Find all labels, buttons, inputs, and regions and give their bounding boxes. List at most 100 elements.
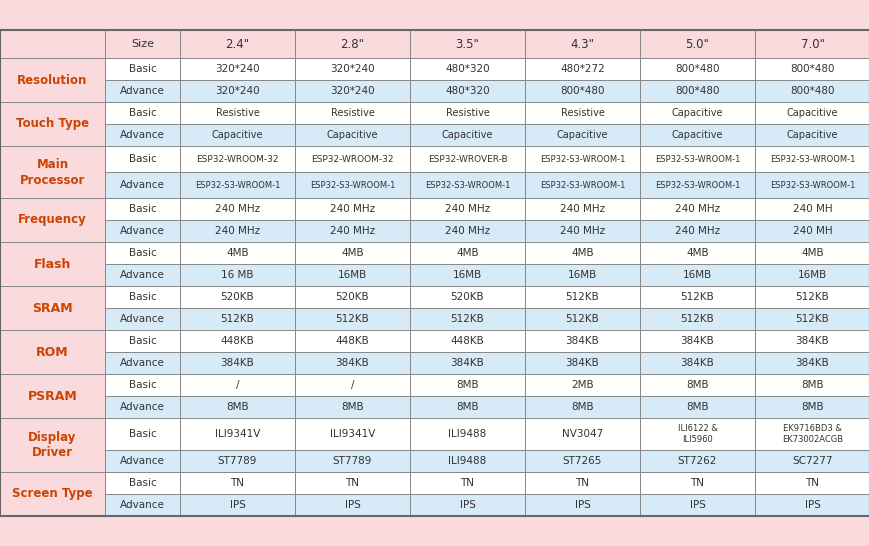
Text: Frequency: Frequency <box>18 213 87 227</box>
Text: Basic: Basic <box>129 429 156 439</box>
Bar <box>180 374 295 396</box>
Text: 16MB: 16MB <box>453 270 481 280</box>
Text: Advance: Advance <box>120 270 165 280</box>
Bar <box>524 102 640 124</box>
Bar <box>409 286 524 308</box>
Text: ILI9488: ILI9488 <box>448 429 486 439</box>
Text: 800*480: 800*480 <box>789 64 833 74</box>
Bar <box>409 330 524 352</box>
Bar <box>180 308 295 330</box>
Text: 384KB: 384KB <box>680 336 713 346</box>
Bar <box>295 102 409 124</box>
Bar <box>754 352 869 374</box>
Text: 2.4": 2.4" <box>225 38 249 50</box>
Bar <box>409 494 524 516</box>
Bar <box>180 30 295 58</box>
Bar <box>524 308 640 330</box>
Bar <box>180 172 295 198</box>
Bar <box>754 472 869 494</box>
Bar <box>524 396 640 418</box>
Text: 512KB: 512KB <box>680 292 713 302</box>
Text: 240 MHz: 240 MHz <box>329 204 375 214</box>
Text: Resistive: Resistive <box>560 108 604 118</box>
Text: 512KB: 512KB <box>680 314 713 324</box>
Bar <box>409 308 524 330</box>
Text: ROM: ROM <box>36 346 69 359</box>
Text: 800*480: 800*480 <box>789 86 833 96</box>
Bar <box>524 330 640 352</box>
Text: Resistive: Resistive <box>216 108 259 118</box>
Text: Capacitive: Capacitive <box>786 130 838 140</box>
Text: 4MB: 4MB <box>341 248 363 258</box>
Text: 5.0": 5.0" <box>685 38 708 50</box>
Text: 480*320: 480*320 <box>445 64 489 74</box>
Text: EK9716BD3 &
EK73002ACGB: EK9716BD3 & EK73002ACGB <box>781 424 842 444</box>
Text: ESP32-S3-WROOM-1: ESP32-S3-WROOM-1 <box>539 155 625 163</box>
Text: ST7789: ST7789 <box>333 456 372 466</box>
Bar <box>105 242 180 264</box>
Text: ESP32-S3-WROOM-1: ESP32-S3-WROOM-1 <box>769 181 854 189</box>
Bar <box>524 58 640 80</box>
Text: ESP32-S3-WROOM-1: ESP32-S3-WROOM-1 <box>769 155 854 163</box>
Text: /: / <box>235 380 239 390</box>
Text: ILI6122 &
ILI5960: ILI6122 & ILI5960 <box>677 424 717 444</box>
Bar <box>640 146 754 172</box>
Text: Touch Type: Touch Type <box>16 117 89 130</box>
Bar <box>640 308 754 330</box>
Bar <box>295 80 409 102</box>
Bar <box>105 146 180 172</box>
Text: 4MB: 4MB <box>686 248 708 258</box>
Bar <box>754 418 869 450</box>
Text: Capacitive: Capacitive <box>556 130 607 140</box>
Bar <box>180 102 295 124</box>
Bar <box>524 494 640 516</box>
Bar <box>105 102 180 124</box>
Bar <box>105 30 180 58</box>
Bar <box>640 220 754 242</box>
Text: IPS: IPS <box>229 500 245 510</box>
Text: 240 MHz: 240 MHz <box>674 226 720 236</box>
Bar <box>524 264 640 286</box>
Bar <box>754 102 869 124</box>
Text: Advance: Advance <box>120 226 165 236</box>
Bar <box>105 220 180 242</box>
Text: Resistive: Resistive <box>445 108 489 118</box>
Bar <box>295 172 409 198</box>
Bar <box>0 146 105 198</box>
Text: 800*480: 800*480 <box>674 86 719 96</box>
Text: 384KB: 384KB <box>450 358 484 368</box>
Text: 240 MHz: 240 MHz <box>329 226 375 236</box>
Bar <box>295 418 409 450</box>
Bar <box>640 374 754 396</box>
Bar <box>409 472 524 494</box>
Text: Advance: Advance <box>120 130 165 140</box>
Text: Basic: Basic <box>129 204 156 214</box>
Bar <box>640 418 754 450</box>
Text: 240 MHz: 240 MHz <box>560 204 604 214</box>
Text: 7.0": 7.0" <box>799 38 824 50</box>
Bar <box>105 172 180 198</box>
Text: IPS: IPS <box>689 500 705 510</box>
Text: TN: TN <box>230 478 244 488</box>
Bar <box>0 30 869 516</box>
Text: ILI9341V: ILI9341V <box>215 429 260 439</box>
Bar <box>295 396 409 418</box>
Bar <box>409 374 524 396</box>
Bar <box>524 418 640 450</box>
Text: ESP32-S3-WROOM-1: ESP32-S3-WROOM-1 <box>424 181 509 189</box>
Bar <box>409 124 524 146</box>
Text: 384KB: 384KB <box>335 358 369 368</box>
Bar <box>295 374 409 396</box>
Text: 16MB: 16MB <box>682 270 712 280</box>
Bar <box>105 352 180 374</box>
Text: 520KB: 520KB <box>221 292 254 302</box>
Bar <box>0 30 105 58</box>
Text: Size: Size <box>131 39 154 49</box>
Text: 8MB: 8MB <box>571 402 594 412</box>
Text: ESP32-S3-WROOM-1: ESP32-S3-WROOM-1 <box>539 181 625 189</box>
Bar <box>640 102 754 124</box>
Bar <box>105 472 180 494</box>
Bar <box>754 146 869 172</box>
Text: 512KB: 512KB <box>335 314 369 324</box>
Text: Display
Driver: Display Driver <box>29 430 76 460</box>
